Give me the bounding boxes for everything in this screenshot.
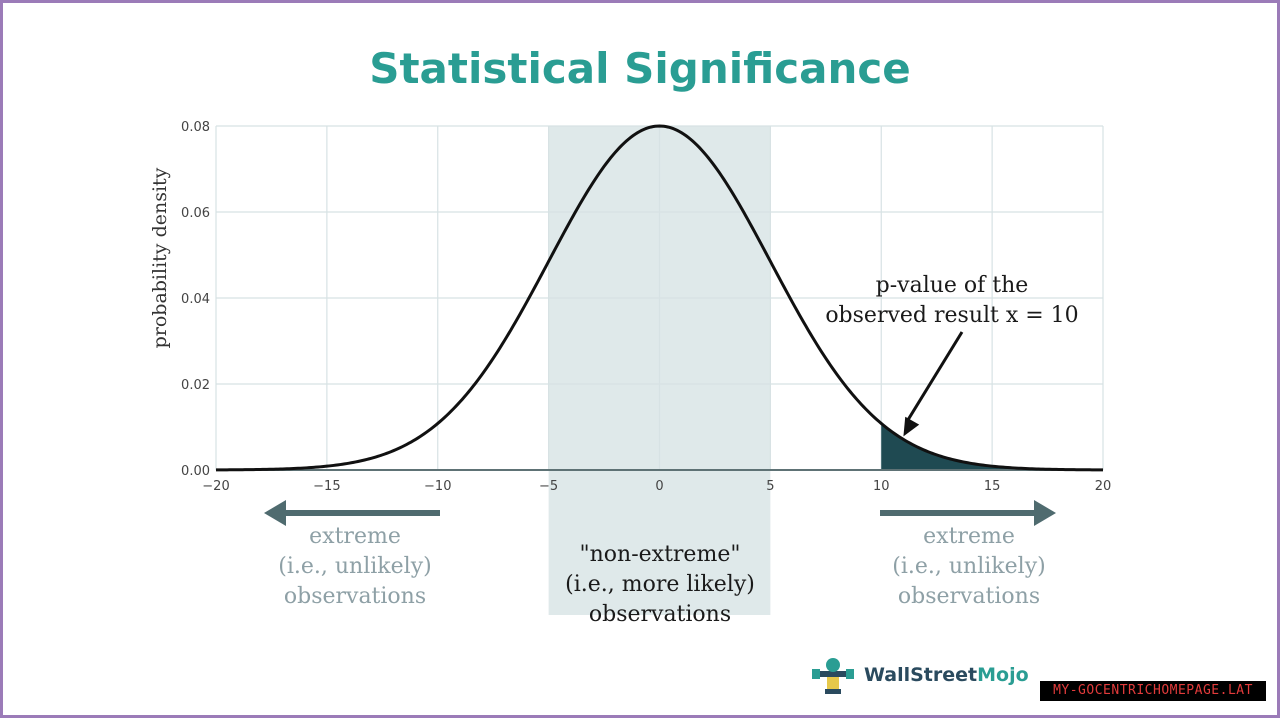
y-tick-label: 0.00 [181,464,210,479]
grid-lines [215,125,1104,471]
watermark-label: MY-GOCENTRICHOMEPAGE.LAT [1040,681,1266,701]
y-tick-label: 0.08 [181,120,210,135]
x-tick-label: −20 [202,479,229,494]
p-value-tail-area [881,423,1103,470]
p-value-arrowhead [903,416,920,437]
x-tick-label: 10 [873,479,890,494]
y-tick-label: 0.04 [181,292,210,307]
p-value-annotation-line1: p-value of the [876,273,1029,298]
x-tick-label: −15 [313,479,340,494]
x-tick-label: −10 [424,479,451,494]
center-region-label: "non-extreme" (i.e., more likely) observ… [565,542,755,627]
y-tick-labels: 0.00 0.02 0.04 0.06 0.08 [181,120,210,479]
x-tick-label: 0 [655,479,663,494]
x-tick-label: 5 [766,479,774,494]
chart-title: Statistical Significance [369,44,911,93]
y-axis-label: probability density [149,167,171,348]
x-tick-label: −5 [539,479,558,494]
wallstreetmojo-logo[interactable]: WallStreetMojo [810,655,1029,695]
x-tick-label: 15 [984,479,1001,494]
p-value-arrow [905,331,964,424]
density-curve [216,124,1103,472]
right-region-label: extreme (i.e., unlikely) observations [892,524,1046,609]
x-tick-label: 20 [1095,479,1112,494]
y-tick-label: 0.06 [181,206,210,221]
right-arrow [880,500,1056,526]
left-arrow [264,500,440,526]
y-tick-label: 0.02 [181,378,210,393]
logo-text: WallStreetMojo [864,664,1029,686]
left-region-label: extreme (i.e., unlikely) observations [278,524,432,609]
x-tick-labels: −20 −15 −10 −5 0 5 10 15 20 [202,479,1111,494]
logo-icon [812,658,854,694]
p-value-annotation-line2: observed result x = 10 [825,303,1078,328]
